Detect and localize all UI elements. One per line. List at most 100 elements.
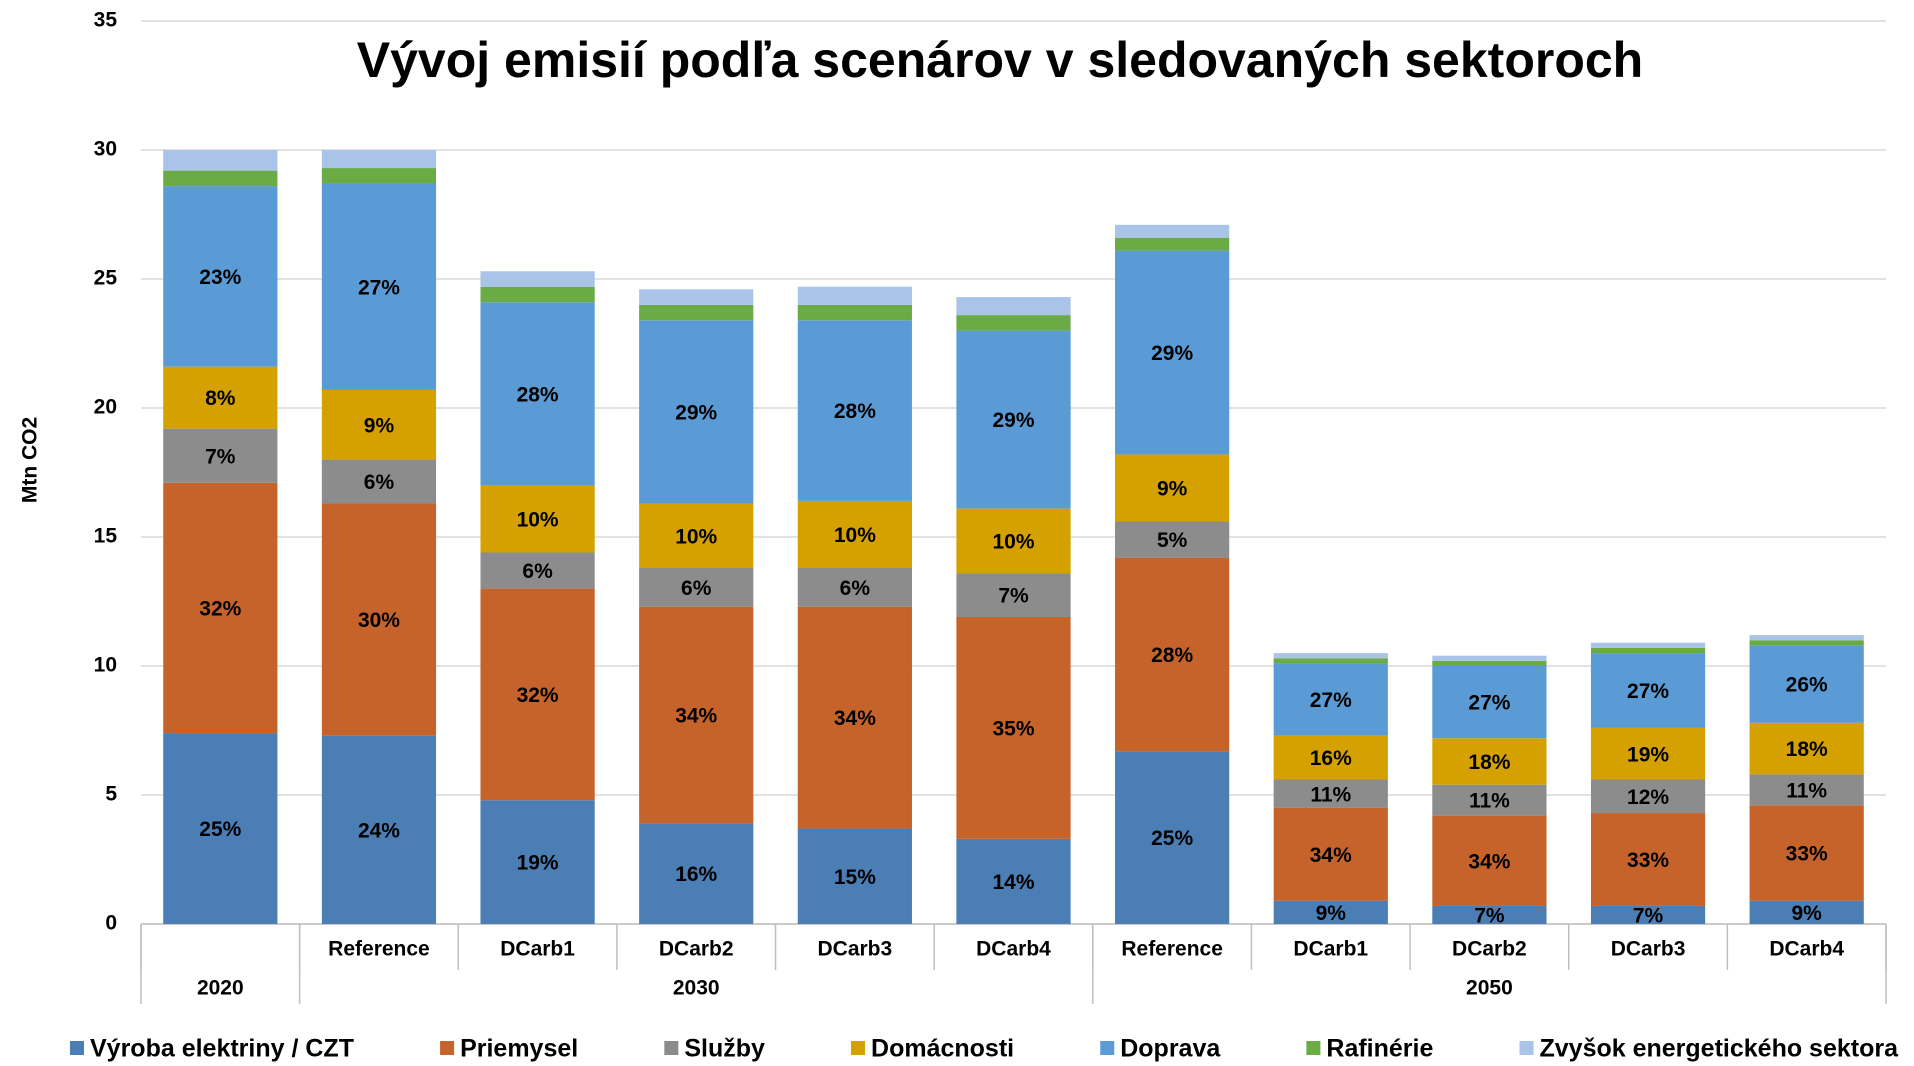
y-tick-label: 25: [94, 267, 118, 290]
bar-segment: [480, 588, 595, 801]
data-label: 6%: [364, 471, 395, 494]
bar-segment: [1273, 900, 1388, 924]
data-label: 28%: [517, 383, 559, 406]
group-label: 2020: [197, 977, 244, 1000]
bar-segment: [639, 503, 754, 568]
bar-segment: [956, 508, 1071, 574]
bar-segment: [1115, 237, 1230, 251]
bar-segment: [163, 733, 278, 924]
legend-swatch: [1519, 1041, 1534, 1055]
data-label: 15%: [834, 866, 876, 889]
bar-segment: [1590, 642, 1706, 648]
bar-segment: [956, 330, 1071, 509]
legend-label: Doprava: [1120, 1035, 1221, 1063]
data-label: 18%: [1468, 751, 1510, 774]
bar-segment: [1432, 666, 1547, 739]
bar-segment: [797, 606, 912, 829]
data-label: 28%: [834, 400, 876, 423]
bar-segment: [480, 286, 595, 303]
y-tick-label: 5: [105, 783, 117, 806]
bar-segment: [163, 366, 278, 429]
bar-segment: [1749, 645, 1864, 723]
x-tick-label: DCarb2: [1452, 938, 1527, 961]
bar-segment: [639, 304, 754, 321]
data-label: 9%: [1792, 902, 1823, 925]
bar-segment: [639, 567, 754, 607]
data-label: 11%: [1469, 790, 1510, 813]
data-label: 10%: [992, 530, 1034, 553]
bar-segment: [1590, 647, 1706, 654]
bar-segment: [1749, 635, 1864, 641]
bar-segment: [1432, 784, 1547, 816]
data-label: 27%: [1468, 692, 1510, 715]
bar-segment: [797, 320, 912, 501]
bar-segment: [1273, 653, 1388, 659]
data-label: 16%: [675, 863, 717, 886]
data-label: 29%: [992, 409, 1034, 432]
x-tick-label: Reference: [1121, 938, 1223, 961]
legend-swatch: [664, 1041, 679, 1055]
bar-segment: [163, 186, 278, 367]
bar-segment: [480, 302, 595, 486]
bar-segment: [1273, 779, 1388, 808]
y-tick-label: 10: [94, 654, 117, 677]
bar-segment: [639, 823, 754, 924]
data-label: 33%: [1627, 849, 1669, 872]
bar-segment: [480, 552, 595, 589]
data-label: 27%: [358, 276, 400, 299]
bar-segment: [797, 286, 912, 305]
data-label: 34%: [834, 707, 876, 730]
legend-swatch: [1100, 1041, 1115, 1055]
bar-segment: [321, 389, 437, 460]
data-label: 7%: [1633, 905, 1664, 928]
data-label: 9%: [1316, 902, 1347, 925]
bar-segment: [321, 183, 437, 390]
bar-segment: [797, 567, 912, 607]
bar-segment: [956, 315, 1071, 331]
bar-segment: [1273, 658, 1388, 664]
data-label: 29%: [1151, 342, 1193, 365]
data-label: 26%: [1786, 674, 1828, 697]
bar-segment: [321, 168, 437, 184]
chart-title: Vývoj emisií podľa scenárov v sledovanýc…: [357, 32, 1643, 88]
bar-segment: [1432, 660, 1547, 666]
bar-segment: [163, 428, 278, 483]
bar-segment: [1115, 250, 1230, 455]
bar-segment: [1273, 735, 1388, 780]
data-label: 32%: [517, 684, 559, 707]
data-label: 35%: [992, 717, 1034, 740]
x-tick-label: DCarb2: [659, 938, 734, 961]
x-tick-label: DCarb3: [1611, 938, 1686, 961]
data-label: 29%: [675, 401, 717, 424]
data-label: 11%: [1786, 779, 1827, 802]
bar-segment: [163, 482, 278, 734]
bar-segment: [1749, 722, 1864, 775]
x-tick-label: DCarb3: [818, 938, 893, 961]
data-label: 7%: [1474, 905, 1505, 928]
data-label: 24%: [358, 819, 400, 842]
bar-segment: [1115, 751, 1230, 924]
data-label: 25%: [1151, 827, 1193, 850]
legend-label: Rafinérie: [1326, 1035, 1433, 1063]
bar-segment: [1749, 805, 1864, 901]
bar-segment: [321, 150, 437, 169]
bar-segment: [1432, 655, 1547, 661]
y-axis-label: Mtn CO2: [19, 417, 42, 503]
bar-segment: [1115, 557, 1230, 752]
data-label: 19%: [1627, 743, 1669, 766]
bar-segment: [1432, 815, 1547, 906]
legend-label: Domácnosti: [871, 1035, 1014, 1063]
data-label: 25%: [199, 818, 241, 841]
y-tick-label: 30: [94, 138, 117, 161]
bar-segment: [1590, 653, 1706, 728]
bar-segment: [321, 459, 437, 504]
data-label: 30%: [358, 609, 400, 632]
data-label: 9%: [1157, 478, 1188, 501]
bar-segment: [480, 271, 595, 287]
data-label: 11%: [1310, 783, 1351, 806]
bar-segment: [1590, 727, 1706, 780]
bar-segment: [1115, 224, 1230, 238]
bar-segment: [797, 304, 912, 321]
data-label: 10%: [834, 524, 876, 547]
